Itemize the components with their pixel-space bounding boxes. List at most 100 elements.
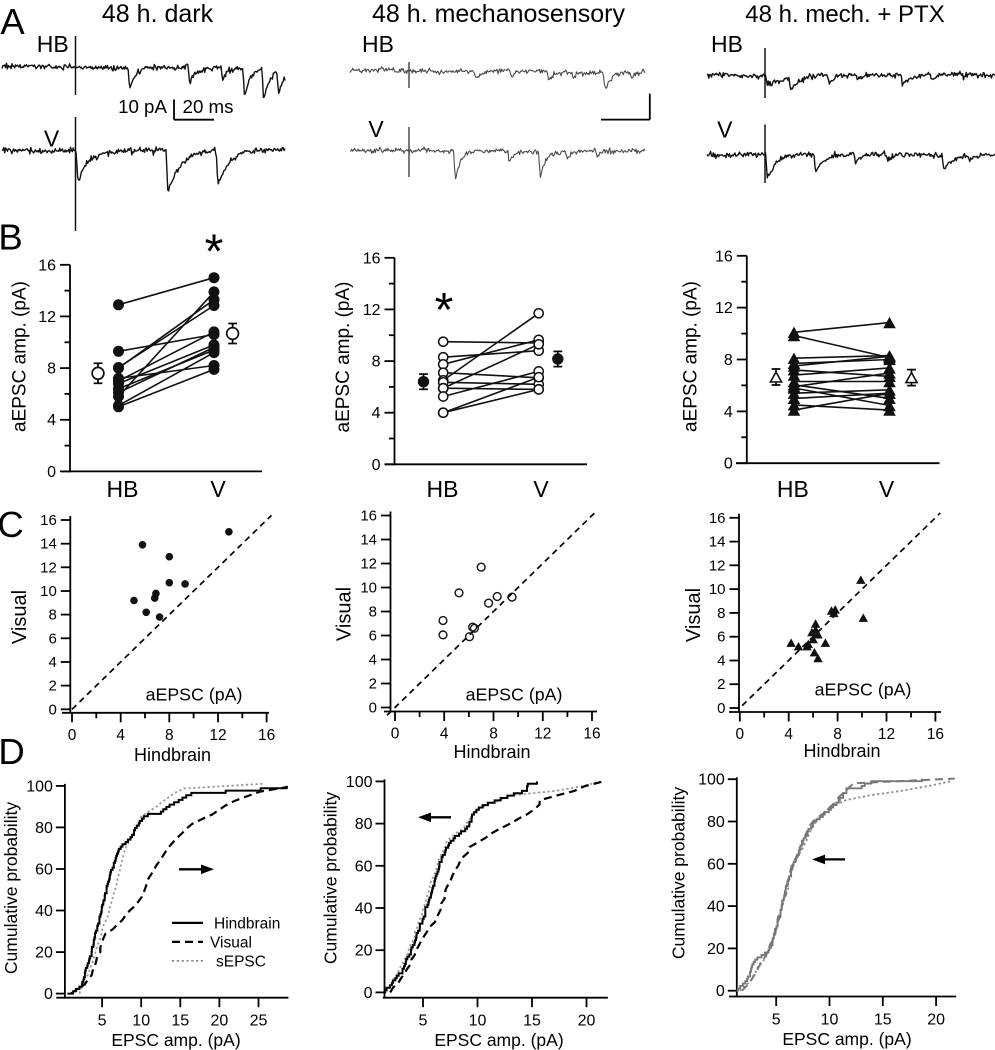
svg-text:14: 14 [40,536,57,553]
svg-text:12: 12 [715,300,733,317]
svg-text:4: 4 [47,412,56,429]
svg-text:100: 100 [26,778,53,795]
svg-text:20: 20 [211,1013,229,1030]
svg-text:25: 25 [250,1013,268,1030]
svg-text:60: 60 [707,856,725,873]
svg-text:D: D [0,731,25,772]
svg-text:4: 4 [717,653,725,670]
svg-text:16: 16 [360,508,377,525]
svg-text:0: 0 [44,986,53,1003]
svg-text:48 h. mech. + PTX: 48 h. mech. + PTX [745,1,944,28]
svg-text:10: 10 [709,581,726,598]
svg-text:15: 15 [523,1013,541,1030]
svg-text:2: 2 [369,676,377,693]
svg-text:HB: HB [427,476,459,502]
svg-text:15: 15 [874,1012,892,1029]
svg-text:8: 8 [369,604,377,621]
svg-text:*: * [205,226,224,279]
svg-text:0: 0 [391,726,400,743]
svg-text:12: 12 [40,559,57,576]
svg-text:Visual: Visual [334,587,356,641]
svg-text:80: 80 [35,820,53,837]
svg-text:8: 8 [47,361,56,378]
svg-text:2: 2 [48,678,56,695]
svg-text:EPSC amp. (pA): EPSC amp. (pA) [782,1029,911,1049]
svg-text:20: 20 [707,941,725,958]
svg-text:0: 0 [735,726,744,743]
svg-text:V: V [44,126,60,152]
svg-text:8: 8 [724,352,733,369]
svg-text:HB: HB [107,476,139,502]
svg-text:16: 16 [715,248,733,265]
svg-text:Visual: Visual [9,590,31,644]
svg-text:12: 12 [534,726,551,743]
svg-text:aEPSC amp. (pA): aEPSC amp. (pA) [681,281,702,432]
svg-text:60: 60 [35,862,53,879]
svg-text:100: 100 [698,772,725,789]
svg-text:C: C [0,504,24,545]
svg-text:10: 10 [132,1013,150,1030]
svg-text:Hindbrain: Hindbrain [134,745,211,765]
svg-text:4: 4 [369,652,377,669]
svg-text:8: 8 [48,607,56,624]
svg-text:V: V [717,117,733,143]
svg-text:aEPSC (pA): aEPSC (pA) [466,685,563,705]
svg-text:20: 20 [578,1013,596,1030]
svg-text:V: V [879,476,895,502]
svg-text:A: A [0,1,25,42]
svg-text:6: 6 [717,629,725,646]
svg-text:Cumulative probability: Cumulative probability [1,802,21,974]
svg-text:80: 80 [355,816,373,833]
svg-text:aEPSC (pA): aEPSC (pA) [815,680,912,700]
svg-text:16: 16 [927,726,944,743]
svg-text:10: 10 [360,580,377,597]
svg-text:aEPSC amp. (pA): aEPSC amp. (pA) [333,282,354,433]
svg-text:4: 4 [372,405,381,422]
svg-text:16: 16 [258,727,275,744]
svg-text:14: 14 [360,532,377,549]
svg-text:10: 10 [40,583,57,600]
svg-text:40: 40 [707,899,725,916]
svg-text:*: * [435,284,454,337]
svg-text:20: 20 [355,943,373,960]
svg-text:10: 10 [469,1013,487,1030]
svg-text:aEPSC amp. (pA): aEPSC amp. (pA) [10,281,31,432]
svg-text:12: 12 [709,557,726,574]
svg-text:12: 12 [363,302,381,319]
svg-text:40: 40 [355,901,373,918]
svg-text:0: 0 [47,464,56,481]
svg-text:12: 12 [878,726,895,743]
svg-text:40: 40 [35,903,53,920]
svg-text:0: 0 [724,456,733,473]
svg-text:6: 6 [48,630,56,647]
svg-text:0: 0 [48,701,56,718]
svg-text:Visual: Visual [210,934,252,951]
svg-text:12: 12 [38,309,56,326]
svg-text:4: 4 [116,727,125,744]
svg-text:HB: HB [777,476,809,502]
svg-text:EPSC amp. (pA): EPSC amp. (pA) [434,1030,563,1050]
svg-text:B: B [0,216,23,257]
svg-text:0: 0 [68,727,77,744]
svg-text:20: 20 [35,945,53,962]
svg-text:0: 0 [364,985,373,1002]
svg-text:48 h. mechanosensory: 48 h. mechanosensory [372,0,625,28]
svg-text:16: 16 [40,512,57,529]
svg-text:60: 60 [355,858,373,875]
svg-text:48 h. dark: 48 h. dark [102,0,214,28]
svg-text:Cumulative probability: Cumulative probability [668,787,688,959]
svg-text:0: 0 [717,700,725,717]
svg-text:V: V [368,116,384,142]
svg-text:Hindbrain: Hindbrain [453,742,530,762]
svg-text:2: 2 [717,676,725,693]
svg-text:sEPSC: sEPSC [216,953,266,970]
svg-text:8: 8 [372,354,381,371]
svg-text:5: 5 [419,1013,428,1030]
svg-text:5: 5 [772,1012,781,1029]
svg-text:8: 8 [165,727,174,744]
svg-text:Visual: Visual [683,588,705,642]
svg-text:4: 4 [784,726,793,743]
svg-text:16: 16 [583,726,600,743]
svg-text:10 pA: 10 pA [118,96,167,117]
svg-text:Hindbrain: Hindbrain [214,915,280,932]
